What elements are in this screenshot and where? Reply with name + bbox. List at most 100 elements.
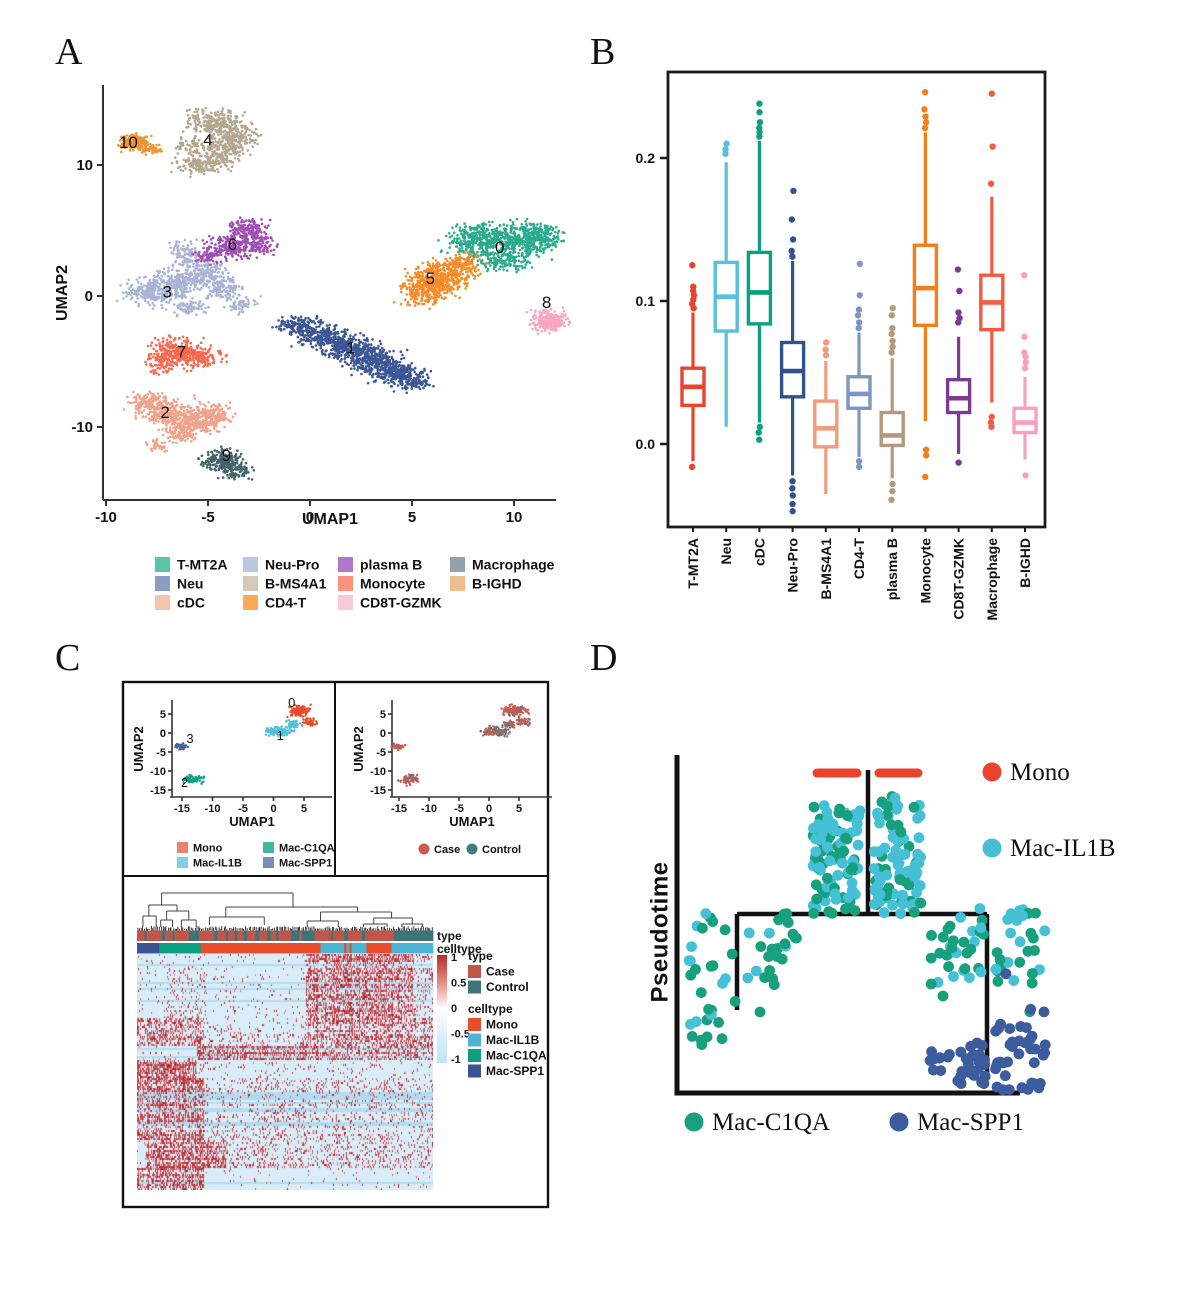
heatmap-body [137, 954, 433, 1190]
legend-label: Control [486, 980, 529, 994]
umap-cluster-6 [191, 216, 279, 267]
mini-ytick: -5 [376, 747, 386, 759]
cluster-number-label: 3 [162, 282, 171, 301]
legend-label: CD8T-GZMK [360, 595, 442, 611]
mini-xtick: 5 [301, 803, 307, 815]
mini-ytick: -10 [150, 766, 166, 778]
pseudotime-cluster [868, 791, 927, 919]
legend-label: Mac-SPP1 [279, 858, 332, 870]
umap-cluster-2 [122, 390, 237, 453]
mini-cc-cluster-1 [479, 719, 516, 738]
legend-label: cDC [177, 595, 205, 611]
panel-b-ytick: 0.2 [636, 150, 656, 166]
panel-b-category-label: cDC [751, 538, 767, 566]
legend-label: Mono [486, 1018, 518, 1032]
mini-xtick: -5 [238, 803, 248, 815]
legend-label: Mac-IL1B [1010, 835, 1116, 862]
mini-umap-celltype: -15 -10 -5 0 5 5 0 -5 -10 -15 UMAP1 UMAP2 0 1 2 3 Mono Ma… [131, 695, 335, 869]
panel-b-category-label: B-MS4A1 [818, 538, 834, 600]
boxplot-CD4-T: CD4-T [846, 260, 872, 580]
legend-title: celltype [468, 1002, 513, 1016]
boxplot-plasma B: plasma B [879, 304, 905, 600]
mini-umap-casecontrol: -15 -10 -5 0 5 5 0 -5 -10 -15 UMAP1 UMAP2 Case Contro… [351, 700, 552, 856]
legend-label: Control [482, 844, 521, 856]
pseudotime-cluster [683, 908, 741, 1050]
panel-b-category-label: B-IGHD [1017, 538, 1033, 588]
cluster-number-label: 8 [542, 293, 551, 312]
annotation-label-celltype: celltype [437, 942, 482, 956]
panel-d-legend-item: Mac-C1QA [684, 1109, 830, 1136]
legend-label: Mac-IL1B [486, 1033, 540, 1047]
mini-xtick: -10 [421, 803, 437, 815]
mini-ytick: -5 [156, 747, 166, 759]
panel-b-category-label: T-MT2A [685, 538, 701, 589]
mini-cluster-number: 1 [277, 728, 284, 743]
legend-label: Case [486, 965, 515, 979]
mini-legend-item: Mac-C1QA [263, 842, 335, 855]
cluster-number-label: 9 [222, 446, 231, 465]
cluster-number-label: 0 [495, 238, 504, 257]
mini-cluster-number: 2 [181, 775, 188, 790]
colorbar-tick: -1 [451, 1054, 461, 1066]
mini-xaxis-label: UMAP1 [449, 814, 495, 829]
panel-a-legend-item: T-MT2A [155, 557, 228, 573]
cluster-number-label: 7 [177, 343, 186, 362]
panel-b-category-label: Neu-Pro [785, 538, 801, 592]
mini-ytick: -15 [370, 785, 386, 797]
heatmap-colorbar [437, 955, 447, 1063]
panel-d-legend-item: Mac-IL1B [982, 835, 1116, 862]
panel-d-legend-item: Mono [982, 759, 1070, 786]
legend-label: Mono [193, 843, 223, 855]
umap-cluster-7 [144, 334, 228, 376]
panel-c-letter: C [55, 637, 81, 679]
pseudotime-dot [937, 990, 949, 1002]
panel-a-xtick: -10 [95, 509, 117, 526]
legend-label: CD4-T [265, 595, 307, 611]
panel-a-legend-item: Macrophage [450, 557, 555, 573]
cluster-number-label: 4 [203, 130, 212, 149]
legend-label: Mac-SPP1 [486, 1064, 544, 1078]
boxplot-Neu: Neu [713, 140, 739, 564]
umap-cluster-8 [525, 305, 571, 336]
mini-cluster-3 [174, 742, 189, 751]
legend-label: plasma B [360, 557, 422, 573]
panel-b-category-label: CD8T-GZMK [951, 538, 967, 620]
panel-a-ytick: 0 [85, 288, 93, 305]
panel-a-xaxis-label: UMAP1 [301, 511, 358, 528]
mini-ytick: -15 [150, 785, 166, 797]
panel-b: 0.0 0.1 0.2 T-MT2A Neu cDC Neu-Pro B-MS4A1 CD4-T… [636, 70, 1047, 620]
mini-yaxis-label: UMAP2 [131, 726, 146, 772]
cluster-number-label: 6 [228, 235, 237, 254]
umap-cluster-1 [271, 314, 435, 395]
legend-label: Neu [177, 576, 203, 592]
cluster-number-label: 1 [346, 339, 355, 358]
umap-cluster-5 [392, 251, 488, 311]
panel-a-legend-item: Monocyte [338, 576, 426, 592]
panel-a-xtick: -5 [201, 509, 214, 526]
mini-cc-legend-item: Case [418, 843, 460, 856]
mini-ytick: 5 [160, 709, 166, 721]
pseudotime-dot [991, 1081, 1003, 1093]
mini-yaxis-label: UMAP2 [351, 726, 366, 772]
umap-cluster-3 [115, 238, 263, 318]
legend-label: Monocyte [360, 576, 426, 592]
legend-title: type [468, 949, 493, 963]
legend-label: Mac-C1QA [279, 843, 335, 855]
umap-cluster-4 [170, 106, 263, 179]
mini-legend-item: Mono [177, 842, 223, 855]
boxplot-Neu-Pro: Neu-Pro [779, 187, 806, 592]
pseudotime-cluster [990, 904, 1051, 989]
mini-cluster-number: 0 [288, 695, 295, 710]
panel-b-category-label: CD4-T [851, 538, 867, 580]
heatmap-dendrogram [137, 892, 433, 933]
mini-cluster-2 [182, 773, 206, 785]
pseudotime-cluster [990, 1003, 1051, 1096]
panel-a-legend-item: B-MS4A1 [243, 576, 327, 592]
panel-b-category-label: Monocyte [917, 538, 933, 604]
mini-xtick: -10 [205, 803, 221, 815]
colorbar-tick: -0.5 [451, 1029, 470, 1041]
mini-cluster-1 [264, 719, 304, 738]
mini-cluster-0 [286, 703, 319, 727]
mini-ytick: -10 [370, 766, 386, 778]
